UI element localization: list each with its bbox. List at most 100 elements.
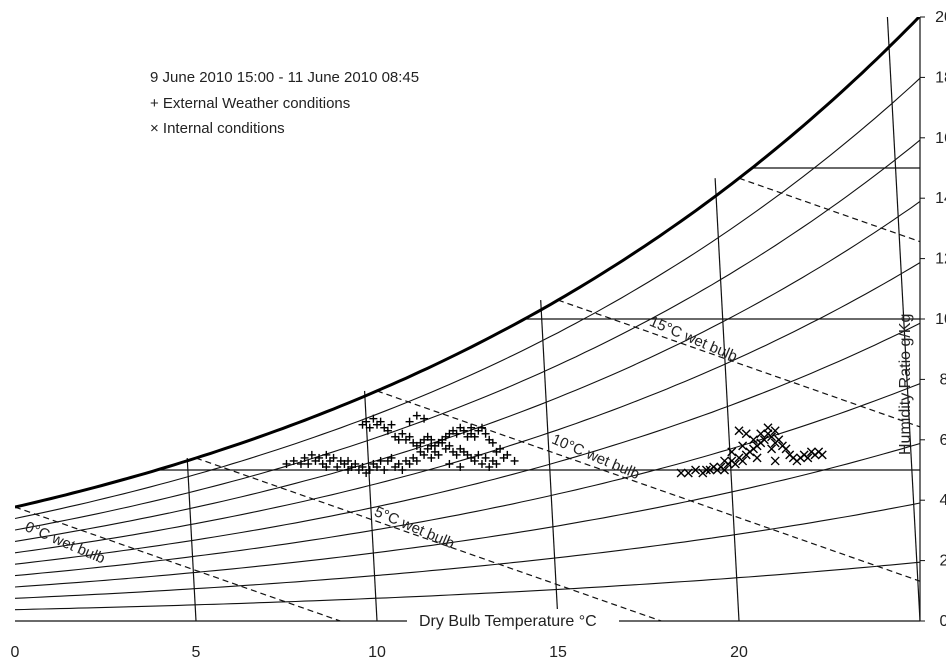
cross-mark-b [767, 432, 777, 442]
external-point [459, 426, 468, 435]
cross-mark-b [738, 456, 748, 466]
external-point [387, 453, 396, 462]
external-point [329, 453, 338, 462]
y-tick-label: 4 [940, 492, 946, 509]
wet-bulb-line-0 [15, 506, 341, 621]
external-point [412, 456, 421, 465]
cross-mark-b [781, 444, 791, 454]
external-point [289, 456, 298, 465]
rh-curve-30 [15, 442, 920, 588]
dry-bulb-line-15 [540, 300, 559, 621]
cross-mark-b [734, 426, 744, 436]
internal-point [763, 423, 773, 433]
internal-point [691, 465, 701, 475]
external-point [365, 466, 374, 474]
external-point [456, 462, 465, 471]
y-tick-label: 12 [935, 251, 946, 268]
internal-point [734, 426, 744, 436]
external-point [376, 456, 385, 465]
rh-curve-90 [15, 77, 920, 520]
internal-point [759, 435, 769, 445]
rh-curve-20 [15, 502, 920, 599]
external-point [398, 429, 407, 438]
y-tick-label: 2 [940, 553, 946, 570]
dry-bulb-line-10 [363, 390, 378, 621]
external-point [344, 456, 353, 465]
y-tick-label: 14 [935, 190, 946, 207]
y-tick-label: 18 [935, 69, 946, 86]
internal-point [738, 441, 748, 451]
external-point [362, 417, 371, 426]
internal-point [727, 447, 737, 457]
cross-mark-b [770, 426, 780, 436]
internal-point [770, 456, 780, 466]
internal-point [720, 465, 730, 475]
external-point [470, 456, 479, 465]
chart-period-annotation: 9 June 2010 15:00 - 11 June 2010 08:45 [150, 69, 419, 86]
cross-mark-b [759, 435, 769, 445]
external-point [387, 420, 396, 429]
internal-point [803, 453, 813, 463]
chart-series [282, 411, 827, 478]
x-axis-label-background [407, 609, 619, 631]
external-point [452, 429, 461, 438]
cross-mark-b [730, 459, 740, 469]
internal-point [748, 435, 758, 445]
external-point [369, 414, 378, 423]
external-point [474, 450, 483, 459]
internal-point [756, 429, 766, 439]
y-tick-label: 8 [940, 371, 946, 388]
cross-mark-b [738, 441, 748, 451]
cross-mark-b [701, 465, 711, 475]
dry-bulb-line-20 [714, 178, 740, 621]
internal-point [770, 426, 780, 436]
external-point [383, 426, 392, 435]
y-tick-label: 0 [940, 613, 946, 630]
y-tick-label: 20 [935, 9, 946, 26]
wet-bulb-line-10 [376, 390, 920, 582]
external-point [358, 462, 367, 471]
x-tick-label: 5 [192, 644, 201, 661]
external-point [503, 450, 512, 459]
cross-mark-b [741, 429, 751, 439]
external-point [376, 417, 385, 426]
external-point [296, 459, 305, 468]
cross-mark-b [803, 453, 813, 463]
internal-point [767, 432, 777, 442]
external-point [481, 453, 490, 462]
external-point [405, 459, 414, 468]
wet-bulb-line-15 [557, 299, 920, 428]
external-point [398, 466, 407, 474]
external-point [445, 459, 454, 468]
cross-mark-b [767, 444, 777, 454]
external-point [420, 414, 429, 423]
x-axis-label: Dry Bulb Temperature °C [419, 613, 597, 630]
y-tick-label: 16 [935, 130, 946, 147]
wet-bulb-label-10: 10°C wet bulb [549, 431, 642, 483]
cross-mark-b [774, 435, 784, 445]
internal-point [774, 435, 784, 445]
x-tick-label: 20 [730, 644, 748, 661]
external-point [304, 459, 313, 468]
cross-mark-b [748, 435, 758, 445]
internal-point [701, 465, 711, 475]
external-point [351, 459, 360, 468]
external-point [333, 462, 342, 471]
external-point [492, 459, 501, 468]
external-point [394, 435, 403, 444]
internal-point [767, 444, 777, 454]
y-tick-label: 6 [940, 432, 946, 449]
rh-curve-70 [15, 201, 920, 542]
external-point [477, 423, 486, 432]
external-point [420, 450, 429, 459]
y-tick-label: 10 [935, 311, 946, 328]
internal-point [741, 429, 751, 439]
x-tick-label: 10 [368, 644, 386, 661]
rh-curve-80 [15, 139, 920, 531]
y-axis-label: Humidity Ratio g/Kg [897, 314, 914, 455]
rh-curve-40 [15, 383, 920, 577]
external-point [452, 450, 461, 459]
external-point [365, 423, 374, 432]
cross-mark-b [727, 447, 737, 457]
external-point [405, 432, 414, 441]
